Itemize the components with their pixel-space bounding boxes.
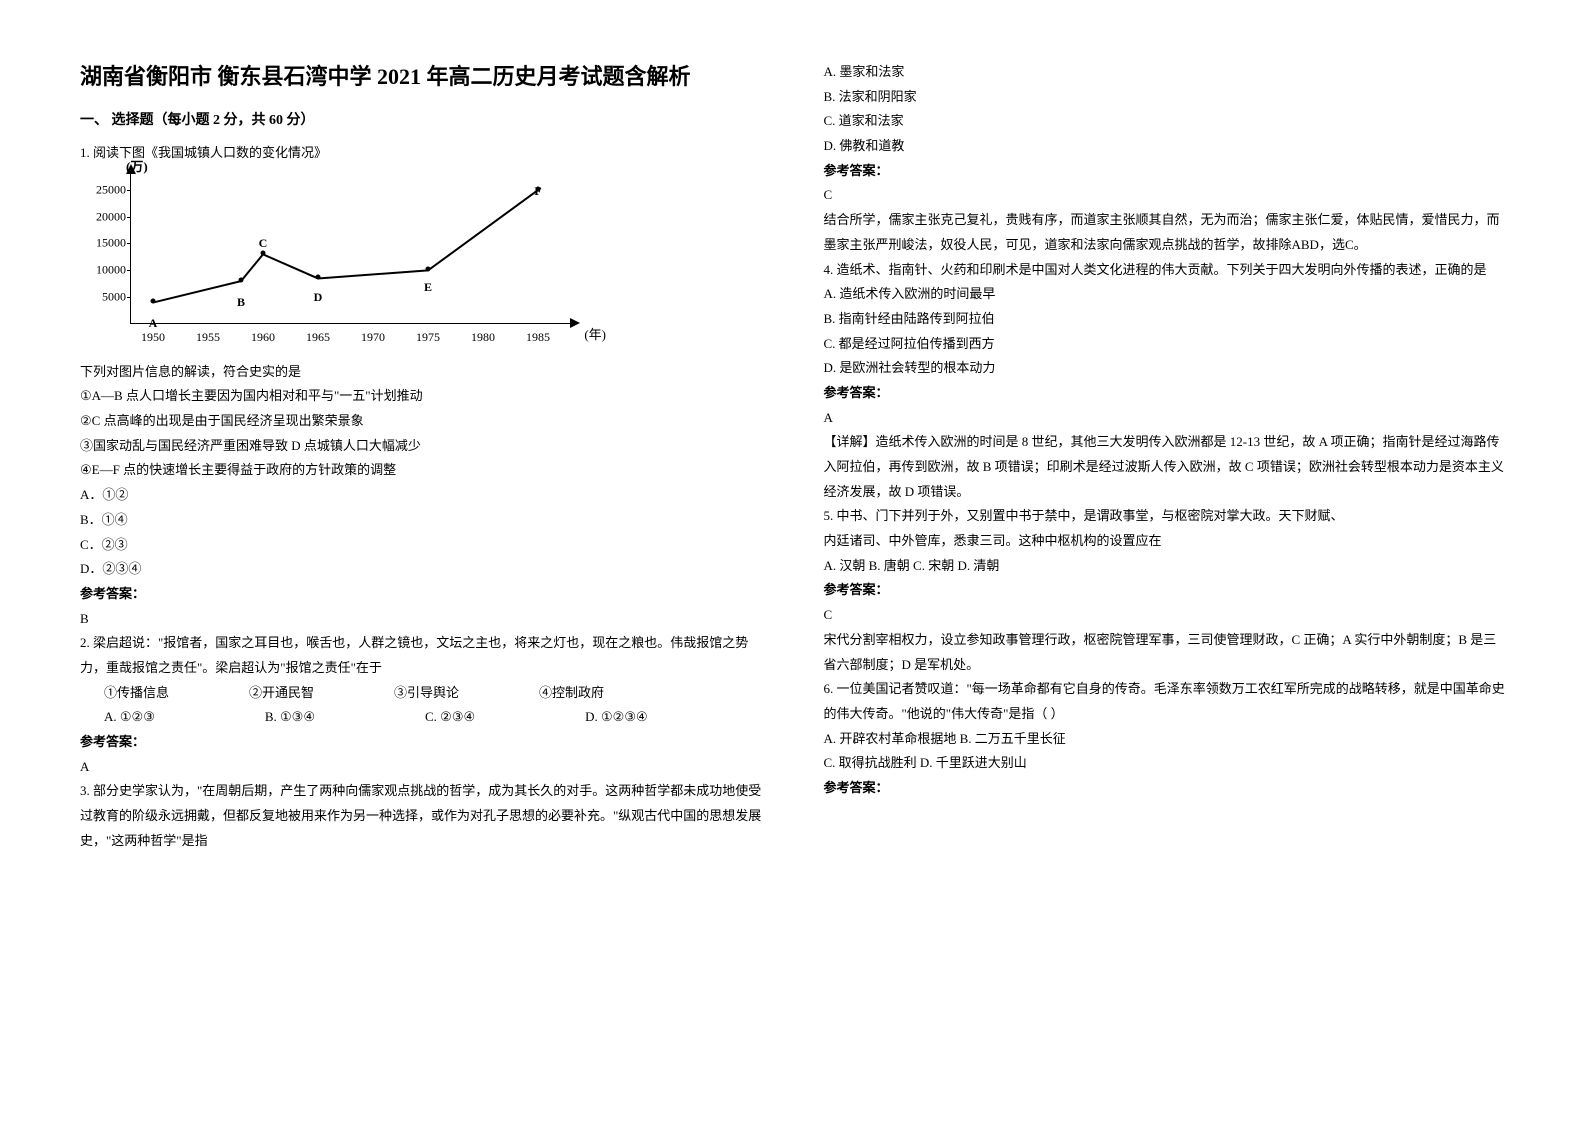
q3-d: D. 佛教和道教: [824, 134, 1508, 159]
q4-stem: 4. 造纸术、指南针、火药和印刷术是中国对人类文化进程的伟大贡献。下列关于四大发…: [824, 258, 1508, 283]
q1-tail: 下列对图片信息的解读，符合史实的是: [80, 360, 764, 385]
q4-ans: A: [824, 406, 1508, 431]
y-tick: 20000: [81, 209, 126, 224]
q3-c: C. 道家和法家: [824, 109, 1508, 134]
x-tick: 1960: [251, 330, 275, 345]
q4-d: D. 是欧洲社会转型的根本动力: [824, 356, 1508, 381]
y-tick: 10000: [81, 263, 126, 278]
chart-point-label: D: [314, 290, 323, 305]
x-tick: 1965: [306, 330, 330, 345]
x-tick: 1985: [526, 330, 550, 345]
q6-l1: A. 开辟农村革命根据地 B. 二万五千里长征: [824, 727, 1508, 752]
y-arrow-icon: [126, 164, 136, 174]
q2-b: B. ①③④: [265, 705, 315, 730]
chart-point-label: A: [149, 316, 158, 331]
q1-s4: ④E—F 点的快速增长主要得益于政府的方针政策的调整: [80, 458, 764, 483]
q4-detail: 【详解】造纸术传入欧洲的时间是 8 世纪，其他三大发明传入欧洲都是 12-13 …: [824, 430, 1508, 504]
q1-d: D．②③④: [80, 557, 764, 582]
q6-stem: 6. 一位美国记者赞叹道："每一场革命都有它自身的传奇。毛泽东率领数万工农红军所…: [824, 677, 1508, 726]
q5-stem2: 内廷诸司、中外管库，悉隶三司。这种中枢机构的设置应在: [824, 529, 1508, 554]
page-title: 湖南省衡阳市 衡东县石湾中学 2021 年高二历史月考试题含解析: [80, 60, 764, 93]
q1-ans: B: [80, 607, 764, 632]
chart-point-label: B: [237, 295, 245, 310]
q3-stem: 3. 部分史学家认为，"在周朝后期，产生了两种向儒家观点挑战的哲学，成为其长久的…: [80, 779, 764, 853]
q1-s1: ①A—B 点人口增长主要因为国内相对和平与"一五"计划推动: [80, 384, 764, 409]
y-tick: 25000: [81, 182, 126, 197]
q4-b: B. 指南针经由陆路传到阿拉伯: [824, 307, 1508, 332]
q1-stem: 1. 阅读下图《我国城镇人口数的变化情况》: [80, 141, 764, 166]
q2-a: A. ①②③: [104, 705, 155, 730]
q4-a: A. 造纸术传入欧洲的时间最早: [824, 282, 1508, 307]
chart-point: [316, 275, 321, 280]
chart-point-label: C: [259, 236, 268, 251]
q2-stem: 2. 梁启超说："报馆者，国家之耳目也，喉舌也，人群之镜也，文坛之主也，将来之灯…: [80, 631, 764, 680]
y-tick: 5000: [81, 289, 126, 304]
chart-point: [426, 267, 431, 272]
q5-detail: 宋代分割宰相权力，设立参知政事管理行政，枢密院管理军事，三司使管理财政，C 正确…: [824, 628, 1508, 677]
chart-point-label: F: [534, 184, 541, 199]
right-column: A. 墨家和法家 B. 法家和阴阳家 C. 道家和法家 D. 佛教和道教 参考答…: [794, 60, 1538, 1062]
x-tick: 1975: [416, 330, 440, 345]
q5-opts: A. 汉朝 B. 唐朝 C. 宋朝 D. 清朝: [824, 554, 1508, 579]
q2-o4: ④控制政府: [539, 681, 604, 706]
chart-point: [239, 277, 244, 282]
q5-ans: C: [824, 603, 1508, 628]
q2-o2: ②开通民智: [249, 681, 314, 706]
chart-point-label: E: [424, 280, 432, 295]
q1-ans-label: 参考答案：: [80, 582, 764, 607]
x-tick: 1955: [196, 330, 220, 345]
q6-l2: C. 取得抗战胜利 D. 千里跃进大别山: [824, 751, 1508, 776]
chart-point: [151, 299, 156, 304]
q3-b: B. 法家和阴阳家: [824, 85, 1508, 110]
q1-s2: ②C 点高峰的出现是由于国民经济呈现出繁荣景象: [80, 409, 764, 434]
section-label: 一、 选择题（每小题 2 分，共 60 分）: [80, 109, 764, 129]
q2-d: D. ①②③④: [585, 705, 648, 730]
q1-a: A．①②: [80, 483, 764, 508]
chart-axes: (万) (年) 25000200001500010000500019501955…: [130, 174, 570, 324]
q6-ans-label: 参考答案：: [824, 776, 1508, 801]
q4-c: C. 都是经过阿拉伯传播到西方: [824, 332, 1508, 357]
q2-circled-options: ①传播信息 ②开通民智 ③引导舆论 ④控制政府: [104, 681, 764, 706]
x-tick: 1980: [471, 330, 495, 345]
q2-o1: ①传播信息: [104, 681, 169, 706]
chart: (万) (年) 25000200001500010000500019501955…: [80, 174, 764, 324]
q3-detail: 结合所学，儒家主张克己复礼，贵贱有序，而道家主张顺其自然，无为而治；儒家主张仁爱…: [824, 208, 1508, 257]
y-tick: 15000: [81, 236, 126, 251]
chart-point: [261, 251, 266, 256]
q2-o3: ③引导舆论: [394, 681, 459, 706]
q4-ans-label: 参考答案：: [824, 381, 1508, 406]
q3-ans-label: 参考答案：: [824, 159, 1508, 184]
left-column: 湖南省衡阳市 衡东县石湾中学 2021 年高二历史月考试题含解析 一、 选择题（…: [50, 60, 794, 1062]
q1-s3: ③国家动乱与国民经济严重困难导致 D 点城镇人口大幅减少: [80, 434, 764, 459]
q3-ans: C: [824, 183, 1508, 208]
q2-ans-label: 参考答案：: [80, 730, 764, 755]
q5-stem1: 5. 中书、门下并列于外，又别置中书于禁中，是谓政事堂，与枢密院对掌大政。天下财…: [824, 504, 1508, 529]
x-arrow-icon: [570, 318, 580, 328]
q2-abcd: A. ①②③ B. ①③④ C. ②③④ D. ①②③④: [104, 705, 764, 730]
q2-ans: A: [80, 755, 764, 780]
q2-c: C. ②③④: [425, 705, 475, 730]
x-tick: 1950: [141, 330, 165, 345]
q1-b: B．①④: [80, 508, 764, 533]
q1-c: C．②③: [80, 533, 764, 558]
x-tick: 1970: [361, 330, 385, 345]
q3-a: A. 墨家和法家: [824, 60, 1508, 85]
q5-ans-label: 参考答案：: [824, 578, 1508, 603]
x-unit: (年): [584, 324, 606, 343]
